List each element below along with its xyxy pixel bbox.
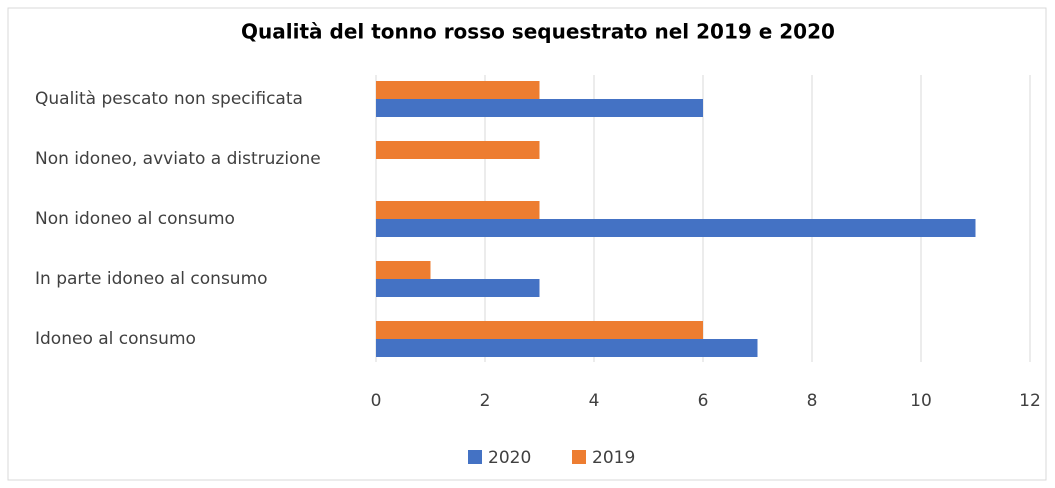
y-tick-label: Non idoneo, avviato a distruzione bbox=[35, 149, 321, 169]
x-tick-label: 10 bbox=[910, 391, 932, 411]
y-tick-label: Qualità pescato non specificata bbox=[35, 89, 303, 109]
bar bbox=[376, 261, 431, 279]
y-tick-label: In parte idoneo al consumo bbox=[35, 269, 268, 289]
x-tick-label: 0 bbox=[371, 391, 382, 411]
bar bbox=[376, 99, 703, 117]
legend-label: 2020 bbox=[488, 448, 531, 468]
legend-swatch bbox=[468, 450, 482, 464]
chart-border bbox=[7, 7, 1047, 481]
y-tick-label: Idoneo al consumo bbox=[35, 329, 196, 349]
bar bbox=[376, 201, 540, 219]
x-tick-label: 2 bbox=[480, 391, 491, 411]
chart-title: Qualità del tonno rosso sequestrato nel … bbox=[241, 20, 835, 44]
x-tick-label: 4 bbox=[589, 391, 600, 411]
x-tick-label: 12 bbox=[1019, 391, 1041, 411]
legend-swatch bbox=[572, 450, 586, 464]
y-tick-label: Non idoneo al consumo bbox=[35, 209, 235, 229]
legend-label: 2019 bbox=[592, 448, 635, 468]
bar bbox=[376, 339, 758, 357]
bar bbox=[376, 81, 540, 99]
x-tick-label: 6 bbox=[698, 391, 709, 411]
x-tick-label: 8 bbox=[807, 391, 818, 411]
bar bbox=[376, 219, 976, 237]
bar bbox=[376, 321, 703, 339]
bar bbox=[376, 141, 540, 159]
bar bbox=[376, 279, 540, 297]
